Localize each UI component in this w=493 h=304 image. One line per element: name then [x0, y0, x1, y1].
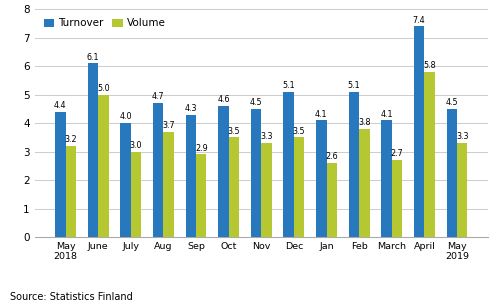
Text: 2.7: 2.7	[390, 150, 403, 158]
Text: 4.1: 4.1	[380, 109, 393, 119]
Text: 3.0: 3.0	[130, 141, 142, 150]
Text: 4.5: 4.5	[446, 98, 458, 107]
Bar	[55, 112, 66, 237]
Bar	[414, 26, 424, 237]
Bar	[185, 115, 196, 237]
Bar	[88, 63, 98, 237]
Bar	[261, 143, 272, 237]
Bar	[218, 106, 229, 237]
Text: 4.5: 4.5	[250, 98, 262, 107]
Text: 3.5: 3.5	[293, 127, 306, 136]
Text: 4.4: 4.4	[54, 101, 67, 110]
Text: 7.4: 7.4	[413, 16, 425, 25]
Bar	[251, 109, 261, 237]
Text: 4.7: 4.7	[152, 92, 165, 102]
Bar	[349, 92, 359, 237]
Text: 2.9: 2.9	[195, 144, 208, 153]
Text: 6.1: 6.1	[87, 53, 99, 62]
Bar	[294, 137, 304, 237]
Text: 4.0: 4.0	[119, 112, 132, 121]
Bar	[326, 163, 337, 237]
Text: 2.6: 2.6	[325, 152, 338, 161]
Bar	[283, 92, 294, 237]
Text: 4.3: 4.3	[184, 104, 197, 113]
Bar	[392, 160, 402, 237]
Text: 3.5: 3.5	[228, 127, 240, 136]
Text: 3.2: 3.2	[65, 135, 77, 144]
Bar	[381, 120, 392, 237]
Text: 5.8: 5.8	[423, 61, 436, 70]
Text: 3.7: 3.7	[162, 121, 175, 130]
Text: 3.8: 3.8	[358, 118, 371, 127]
Bar	[359, 129, 370, 237]
Bar	[196, 154, 207, 237]
Text: 5.0: 5.0	[97, 84, 110, 93]
Text: Source: Statistics Finland: Source: Statistics Finland	[10, 292, 133, 302]
Text: 5.1: 5.1	[348, 81, 360, 90]
Bar	[153, 103, 163, 237]
Bar	[424, 72, 435, 237]
Bar	[316, 120, 326, 237]
Text: 3.3: 3.3	[260, 132, 273, 141]
Text: 5.1: 5.1	[282, 81, 295, 90]
Text: 4.6: 4.6	[217, 95, 230, 104]
Bar	[229, 137, 239, 237]
Bar	[163, 132, 174, 237]
Text: 3.3: 3.3	[456, 132, 468, 141]
Bar	[457, 143, 467, 237]
Bar	[66, 146, 76, 237]
Legend: Turnover, Volume: Turnover, Volume	[40, 14, 170, 33]
Bar	[131, 152, 141, 237]
Text: 4.1: 4.1	[315, 109, 327, 119]
Bar	[120, 123, 131, 237]
Bar	[98, 95, 108, 237]
Bar	[447, 109, 457, 237]
